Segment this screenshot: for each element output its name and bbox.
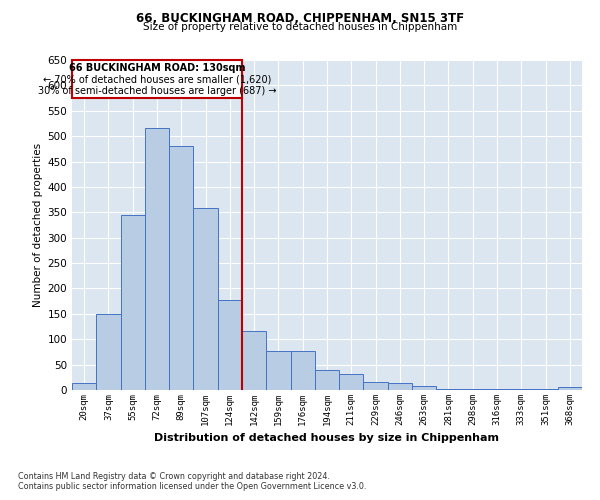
- Bar: [96, 314, 121, 390]
- Bar: [364, 382, 388, 390]
- Bar: [558, 388, 582, 390]
- Text: Size of property relative to detached houses in Chippenham: Size of property relative to detached ho…: [143, 22, 457, 32]
- Bar: [509, 389, 533, 390]
- Bar: [315, 370, 339, 390]
- Bar: [72, 384, 96, 390]
- Bar: [266, 352, 290, 390]
- Bar: [485, 389, 509, 390]
- Text: 66 BUCKINGHAM ROAD: 130sqm: 66 BUCKINGHAM ROAD: 130sqm: [69, 64, 245, 74]
- Text: 66, BUCKINGHAM ROAD, CHIPPENHAM, SN15 3TF: 66, BUCKINGHAM ROAD, CHIPPENHAM, SN15 3T…: [136, 12, 464, 26]
- Bar: [290, 352, 315, 390]
- Bar: [412, 386, 436, 390]
- Bar: [145, 128, 169, 390]
- Text: ← 70% of detached houses are smaller (1,620): ← 70% of detached houses are smaller (1,…: [43, 75, 271, 85]
- Bar: [121, 215, 145, 390]
- Text: 30% of semi-detached houses are larger (687) →: 30% of semi-detached houses are larger (…: [38, 86, 276, 96]
- Bar: [388, 384, 412, 390]
- Bar: [533, 389, 558, 390]
- Bar: [218, 300, 242, 390]
- Y-axis label: Number of detached properties: Number of detached properties: [33, 143, 43, 307]
- Bar: [169, 146, 193, 390]
- Bar: [193, 208, 218, 390]
- Bar: [461, 389, 485, 390]
- Bar: [242, 330, 266, 390]
- Text: Contains HM Land Registry data © Crown copyright and database right 2024.: Contains HM Land Registry data © Crown c…: [18, 472, 330, 481]
- Text: Contains public sector information licensed under the Open Government Licence v3: Contains public sector information licen…: [18, 482, 367, 491]
- Bar: [436, 389, 461, 390]
- X-axis label: Distribution of detached houses by size in Chippenham: Distribution of detached houses by size …: [155, 434, 499, 444]
- Bar: [339, 374, 364, 390]
